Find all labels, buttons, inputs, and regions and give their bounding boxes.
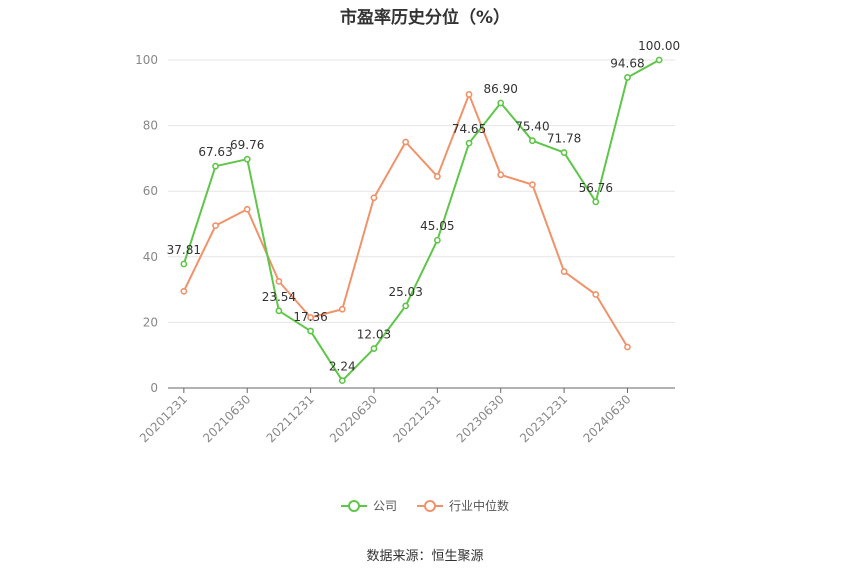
data-point-company: [624, 74, 631, 81]
data-point-company: [275, 307, 283, 315]
data-point-company: [370, 345, 378, 352]
data-point-industry: [307, 314, 314, 321]
data-point-industry: [465, 91, 473, 98]
x-tick-label: 20221231: [390, 392, 443, 445]
data-point-company: [433, 236, 441, 244]
data-label-company: 75.40: [515, 120, 549, 134]
x-tick-label: 20231231: [517, 392, 570, 445]
data-label-company: 100.00: [638, 39, 680, 53]
data-label-company: 69.76: [230, 138, 264, 152]
data-label-company: 23.54: [262, 290, 296, 304]
y-tick-label: 80: [143, 119, 158, 133]
data-source: 数据来源：恒生聚源: [366, 549, 484, 564]
data-label-company: 56.76: [579, 181, 613, 195]
data-point-industry: [370, 194, 378, 202]
legend-item-industry[interactable]: 行业中位数: [417, 497, 509, 514]
data-point-industry: [180, 287, 188, 295]
data-point-industry: [497, 171, 505, 179]
legend-label-industry: 行业中位数: [449, 499, 510, 513]
data-label-company: 25.03: [388, 285, 422, 299]
x-tick-label: 20240630: [581, 392, 634, 445]
data-label-company: 2.24: [329, 360, 356, 374]
data-label-company: 71.78: [547, 132, 581, 146]
x-tick-label: 20210630: [200, 392, 253, 445]
data-label-company: 67.63: [198, 145, 232, 159]
data-point-company: [243, 155, 251, 163]
data-label-company: 94.68: [610, 56, 644, 70]
data-point-industry: [433, 173, 441, 180]
data-point-industry: [243, 205, 251, 213]
data-point-industry: [275, 277, 283, 285]
legend-swatch-company-icon: [340, 499, 367, 512]
data-point-company: [402, 302, 410, 310]
data-point-industry: [212, 222, 219, 230]
series-line-company: [182, 59, 660, 382]
y-tick-label: 40: [143, 250, 158, 264]
x-tick-label: 20230630: [454, 392, 507, 445]
y-tick-label: 20: [143, 315, 158, 329]
data-point-company: [212, 162, 219, 170]
data-point-company: [560, 149, 568, 156]
data-point-company: [180, 260, 188, 268]
data-label-company: 37.81: [167, 243, 201, 257]
data-point-company: [529, 137, 536, 145]
data-label-company: 74.65: [452, 122, 486, 136]
chart-title: 市盈率历史分位（%）: [339, 8, 511, 28]
data-label-company: 86.90: [484, 82, 518, 96]
data-point-industry: [624, 343, 631, 351]
legend: 公司 行业中位数: [0, 497, 850, 514]
data-point-industry: [592, 291, 600, 298]
x-tick-label: 20220630: [327, 392, 380, 445]
data-point-company: [307, 327, 314, 335]
x-tick-label: 20201231: [137, 392, 190, 445]
legend-swatch-industry-icon: [417, 499, 443, 512]
data-point-industry: [402, 138, 410, 146]
x-tick-label: 20211231: [264, 392, 317, 445]
data-point-company: [338, 377, 346, 385]
data-point-industry: [560, 268, 568, 275]
data-point-company: [465, 139, 473, 147]
data-label-company: 12.03: [357, 328, 391, 342]
y-tick-label: 0: [150, 381, 158, 395]
legend-label-company: 公司: [372, 499, 397, 513]
data-label-company: 17.36: [293, 310, 327, 324]
data-point-industry: [529, 181, 536, 189]
y-tick-label: 60: [143, 184, 158, 198]
y-tick-label: 100: [135, 53, 158, 67]
data-point-company: [655, 56, 663, 64]
data-label-company: 45.05: [420, 219, 454, 233]
legend-item-company[interactable]: 公司: [340, 497, 397, 514]
data-point-company: [497, 99, 505, 107]
data-point-company: [592, 198, 600, 206]
data-point-industry: [338, 305, 346, 313]
